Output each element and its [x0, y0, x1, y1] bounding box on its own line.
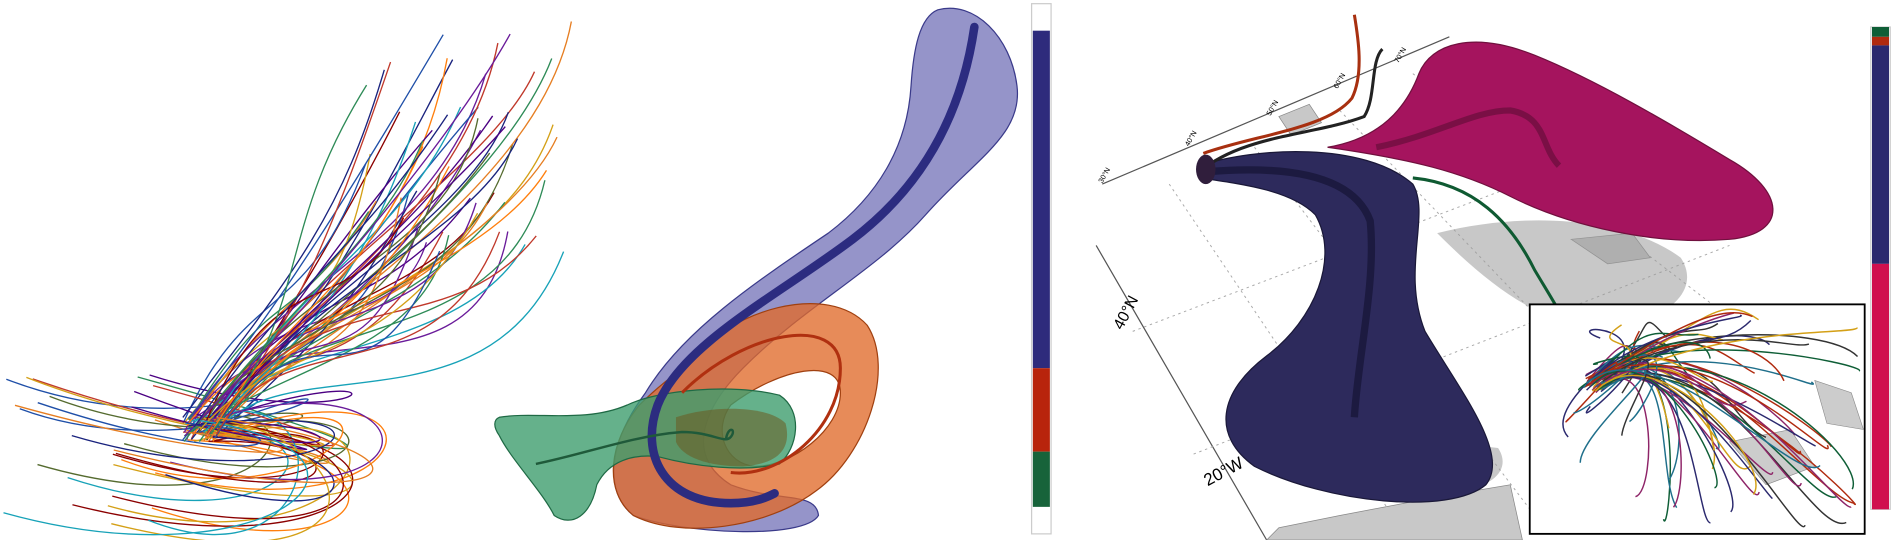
trajectory	[111, 417, 330, 540]
navy-tube	[1205, 166, 1376, 418]
inset-trajectory	[1587, 370, 1682, 508]
inset-trajectory	[1586, 369, 1821, 469]
trajectory	[186, 170, 548, 426]
inset-trajectory	[1565, 362, 1618, 423]
trajectory	[113, 416, 374, 484]
trajectory	[195, 42, 499, 427]
top-tick-label: 30°N	[1096, 166, 1112, 185]
lon-label: 20°W	[1201, 453, 1248, 490]
colorbar-red	[1032, 368, 1050, 452]
trajectory	[170, 402, 383, 481]
inset-trajectory	[1587, 364, 1829, 450]
trajectory	[193, 114, 449, 428]
blue-tube	[647, 22, 979, 508]
cluster-panel	[494, 3, 1052, 535]
green-tube	[535, 428, 735, 466]
colorbar2-crimson	[1871, 263, 1890, 510]
trajectory	[121, 416, 344, 480]
colorbar2-green	[1871, 27, 1890, 37]
trajectory	[14, 404, 283, 453]
trajectory	[26, 376, 325, 447]
colorbar2-red	[1871, 36, 1890, 46]
inset-trajectory	[1604, 368, 1802, 487]
trajectory	[71, 419, 335, 462]
inset-trajectory	[1582, 344, 1682, 389]
trajectory	[154, 411, 387, 490]
shadow	[1266, 220, 1688, 493]
inset-trajectory	[1585, 314, 1743, 386]
colorbar2-navy	[1871, 45, 1890, 264]
trajectory	[184, 33, 511, 437]
trajectory	[112, 420, 344, 520]
map-panel: 40°N 20°W 30°N40°N50°N60°N70°N	[1095, 14, 1891, 540]
trajectory	[206, 146, 424, 439]
trajectory	[37, 402, 262, 447]
navy-volume	[1199, 151, 1493, 503]
trajectory	[218, 251, 565, 429]
trajectory	[203, 121, 417, 434]
inset-trajectory	[1596, 376, 1711, 524]
trajectory-panel	[3, 21, 573, 540]
trajectory	[190, 111, 510, 440]
trajectory	[214, 250, 441, 439]
trajectory	[209, 84, 368, 435]
trajectory	[211, 136, 558, 442]
red-tube	[680, 333, 842, 475]
trajectory	[206, 217, 405, 421]
inset-trajectory	[1586, 312, 1753, 386]
top-tick-label: 40°N	[1183, 129, 1199, 148]
trajectory	[215, 231, 501, 436]
lat-label: 40°N	[1111, 293, 1143, 332]
inset-trajectory	[1594, 374, 1757, 495]
inset-trajectory	[1602, 359, 1649, 436]
source-marker	[1196, 154, 1216, 185]
inset-trajectory	[1602, 326, 1858, 386]
trajectory	[212, 115, 494, 420]
trajectory	[148, 410, 299, 536]
magenta-volume	[1327, 41, 1774, 242]
colorbar-blue	[1032, 30, 1050, 369]
map-plane-edge	[1095, 36, 1450, 540]
trajectory	[182, 163, 367, 424]
trajectory	[3, 419, 309, 536]
inset-trajectory	[1579, 369, 1647, 463]
trajectory	[187, 34, 444, 420]
inset-trajectory	[1593, 341, 1711, 380]
trajectory	[182, 69, 385, 418]
map-grid	[1132, 73, 1828, 529]
trajectory	[183, 73, 487, 433]
inset-trajectory	[1594, 362, 1852, 508]
colorbar-green	[1032, 451, 1050, 507]
red-trajectory	[1202, 14, 1361, 155]
magenta-tube	[1375, 107, 1562, 168]
dark-tube	[1198, 48, 1384, 173]
trajectory	[115, 440, 317, 483]
top-tick-label: 50°N	[1264, 98, 1280, 117]
trajectory	[207, 126, 506, 439]
inset-land	[1728, 379, 1864, 486]
trajectory	[183, 140, 424, 442]
inset-trajectories	[1562, 308, 1860, 528]
